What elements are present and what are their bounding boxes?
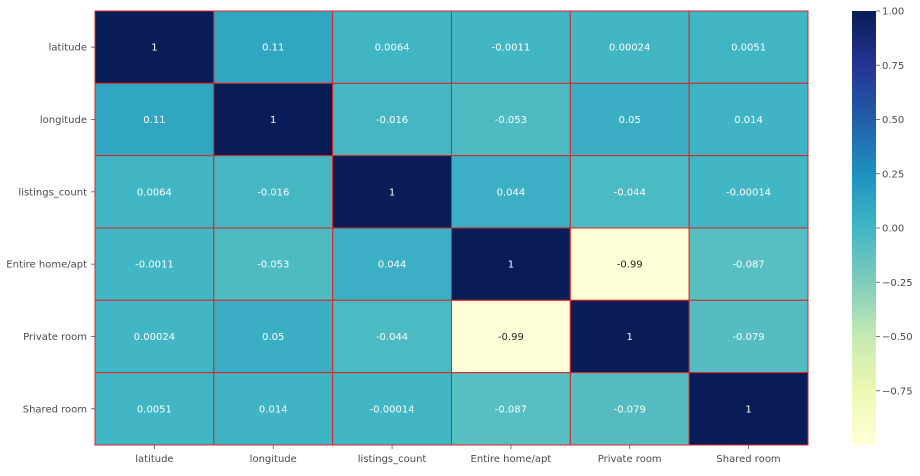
cell-value-label: 1 (508, 260, 514, 271)
cell-value-label: -0.053 (257, 260, 289, 271)
cell-value-label: 0.05 (619, 115, 641, 126)
cell-value-label: -0.053 (495, 115, 527, 126)
colorbar-tick-label: 0.25 (882, 169, 904, 180)
y-tick-label: Shared room (23, 404, 87, 415)
heatmap-cell (688, 82, 809, 157)
cell-value-label: -0.99 (498, 332, 524, 343)
cell-value-label: -0.044 (614, 187, 646, 198)
heatmap-cell (688, 155, 809, 229)
cell-value-label: 1 (627, 332, 633, 343)
heatmap-cell (450, 372, 571, 446)
colorbar-tick-label: −0.75 (882, 386, 913, 397)
y-tick-label: Private room (23, 332, 87, 343)
colorbar: 1.00 0.75 0.50 0.25 0.00 −0.25 −0.50 −0.75 (852, 7, 913, 445)
heatmap-cell (450, 299, 571, 374)
heatmap-cell (94, 372, 215, 446)
heatmap-cell (94, 227, 215, 301)
heatmap-cell (688, 372, 809, 446)
heatmap-cell (332, 227, 452, 301)
x-tick-label: listings_count (358, 454, 427, 465)
heatmap-cell (213, 155, 334, 229)
heatmap-cell (569, 227, 690, 301)
cell-value-label: -0.044 (376, 332, 408, 343)
heatmap-cell (569, 372, 690, 446)
heatmap-cell (569, 299, 690, 374)
heatmap-cell (332, 299, 452, 374)
colorbar-gradient (852, 11, 876, 445)
x-axis-ticks: latitude longitude listings_count Entire ho… (135, 444, 781, 465)
cell-value-label: -0.0011 (492, 43, 531, 54)
x-tick-label: Shared room (716, 454, 780, 465)
cell-value-label: 0.0064 (375, 43, 410, 54)
x-tick-label: longitude (250, 454, 297, 465)
cell-value-label: 0.00024 (609, 43, 650, 54)
cell-value-label: 0.014 (259, 404, 288, 415)
y-tick-label: Entire home/apt (6, 260, 87, 271)
cell-value-label: -0.99 (617, 260, 643, 271)
cell-value-label: -0.079 (732, 332, 764, 343)
heatmap-cell (213, 10, 334, 84)
colorbar-tick-label: −0.25 (882, 278, 913, 289)
y-tick-label: latitude (49, 43, 87, 54)
cell-value-label: 0.11 (143, 115, 165, 126)
heatmap-cell (569, 10, 690, 84)
cell-value-label: 1 (151, 43, 157, 54)
heatmap-cell (332, 155, 452, 229)
cell-value-label: 0.05 (262, 332, 284, 343)
cell-value-label: 1 (389, 187, 395, 198)
cell-value-label: -0.016 (257, 187, 289, 198)
heatmap-cell (450, 10, 571, 84)
heatmap-cell (94, 299, 215, 374)
cell-value-label: 0.0064 (137, 187, 172, 198)
cell-value-label: 0.0051 (137, 404, 172, 415)
heatmap-cell (688, 299, 809, 374)
cell-value-label: 1 (745, 404, 751, 415)
heatmap-cell (94, 10, 215, 84)
heatmap-cell (332, 10, 452, 84)
colorbar-tick-label: 0.50 (882, 115, 904, 126)
colorbar-tick-label: 0.75 (882, 61, 904, 72)
cell-value-label: -0.0011 (135, 260, 174, 271)
heatmap-cell (450, 227, 571, 301)
colorbar-tick-label: 1.00 (882, 7, 904, 18)
cell-value-label: -0.00014 (370, 404, 415, 415)
cell-value-label: 0.11 (262, 43, 284, 54)
heatmap-cell (569, 155, 690, 229)
cell-value-label: -0.087 (732, 260, 764, 271)
y-tick-label: longitude (40, 115, 87, 126)
cell-value-label: 0.0051 (731, 43, 766, 54)
cell-value-label: -0.00014 (726, 187, 771, 198)
y-tick-label: listings_count (18, 187, 87, 198)
heatmap-cells: 1 0.11 0.0064 -0.0011 0.00024 0.0051 0.11 1 -0.0… (94, 10, 809, 446)
cell-value-label: 0.00024 (134, 332, 175, 343)
colorbar-tick-label: 0.00 (882, 224, 904, 235)
x-tick-label: latitude (135, 454, 173, 465)
heatmap-cell (688, 227, 809, 301)
y-axis-ticks: latitude longitude listings_count Entire ho… (6, 43, 95, 415)
cell-value-label: 0.014 (734, 115, 763, 126)
heatmap-cell (450, 155, 571, 229)
cell-value-label: 0.044 (497, 187, 526, 198)
cell-value-label: -0.087 (495, 404, 527, 415)
heatmap-cell (94, 155, 215, 229)
cell-value-label: 0.044 (378, 260, 407, 271)
colorbar-tick-label: −0.50 (882, 332, 913, 343)
cell-value-label: 1 (270, 115, 276, 126)
x-tick-label: Entire home/apt (471, 454, 552, 465)
heatmap-cell (688, 10, 809, 84)
heatmap-cell (213, 227, 334, 301)
heatmap-cell (450, 82, 571, 157)
x-tick-label: Private room (598, 454, 662, 465)
cell-value-label: -0.016 (376, 115, 408, 126)
heatmap-cell (213, 82, 334, 157)
cell-value-label: -0.079 (614, 404, 646, 415)
